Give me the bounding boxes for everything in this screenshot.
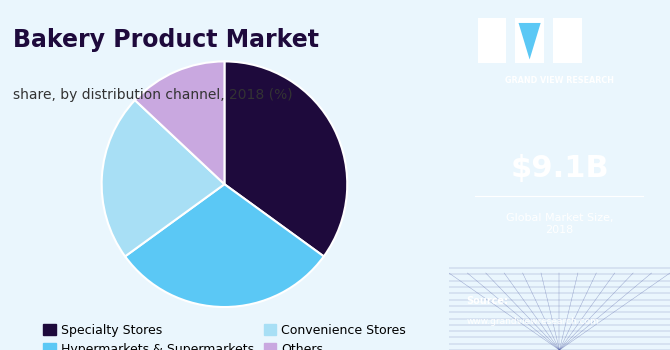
- Legend: Specialty Stores, Hypermarkets & Supermarkets, Convenience Stores, Others: Specialty Stores, Hypermarkets & Superma…: [38, 319, 411, 350]
- Wedge shape: [224, 61, 347, 257]
- Text: Global Market Size,
2018: Global Market Size, 2018: [506, 213, 613, 235]
- Text: $9.1B: $9.1B: [510, 154, 609, 182]
- FancyBboxPatch shape: [515, 18, 544, 63]
- Text: GRAND VIEW RESEARCH: GRAND VIEW RESEARCH: [505, 76, 614, 85]
- Text: share, by distribution channel, 2018 (%): share, by distribution channel, 2018 (%): [13, 88, 293, 102]
- FancyBboxPatch shape: [478, 18, 507, 63]
- Text: Source:: Source:: [466, 296, 509, 306]
- FancyBboxPatch shape: [553, 18, 582, 63]
- Text: www.grandviewresearch.com: www.grandviewresearch.com: [466, 317, 600, 327]
- Wedge shape: [125, 184, 324, 307]
- Wedge shape: [102, 100, 224, 257]
- Wedge shape: [135, 61, 224, 184]
- Polygon shape: [519, 23, 541, 60]
- Text: Bakery Product Market: Bakery Product Market: [13, 28, 320, 52]
